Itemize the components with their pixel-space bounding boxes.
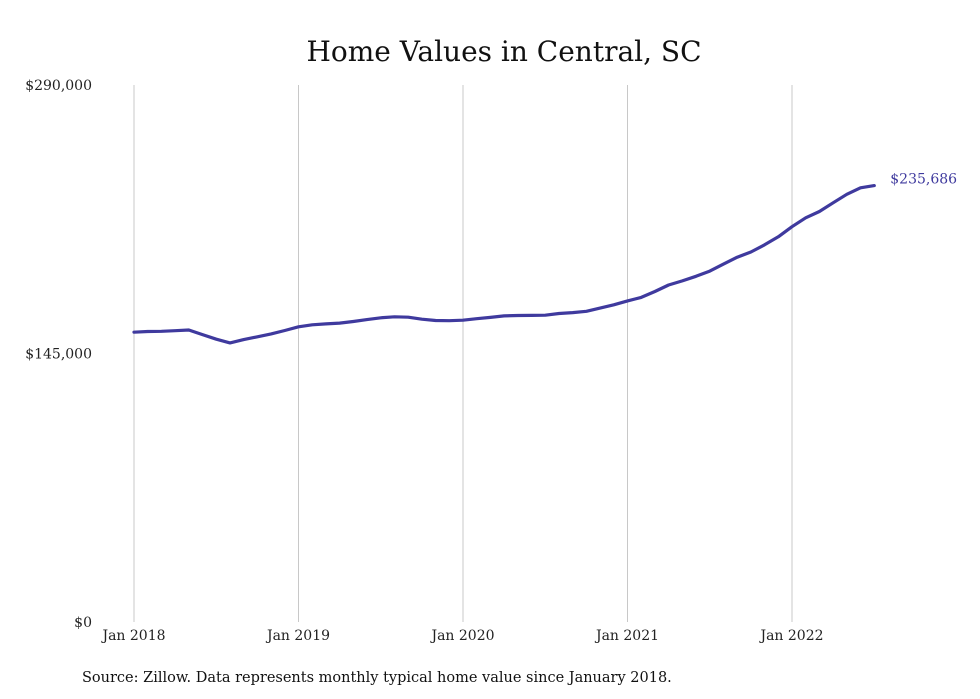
y-axis-ticks: $0 $145,000 $290,000 (25, 78, 92, 631)
x-tick-label-0: Jan 2018 (100, 628, 165, 644)
y-tick-label-0: $0 (74, 615, 92, 631)
series-line-0 (132, 184, 876, 345)
y-tick-label-1: $145,000 (25, 347, 92, 363)
x-tick-label-3: Jan 2021 (594, 628, 659, 644)
x-axis-ticks: Jan 2018 Jan 2019 Jan 2020 Jan 2021 Jan 2022 (100, 628, 823, 644)
grid-lines (133, 85, 793, 622)
series-layer (132, 184, 876, 345)
y-tick-label-2: $290,000 (25, 78, 92, 94)
source-note: Source: Zillow. Data represents monthly … (82, 670, 672, 686)
x-tick-label-1: Jan 2019 (265, 628, 330, 644)
annotation-layer: $235,686 (890, 172, 957, 188)
x-tick-label-4: Jan 2022 (758, 628, 823, 644)
x-tick-label-2: Jan 2020 (429, 628, 494, 644)
last-value-label: $235,686 (890, 172, 957, 188)
chart-title: Home Values in Central, SC (306, 35, 701, 68)
